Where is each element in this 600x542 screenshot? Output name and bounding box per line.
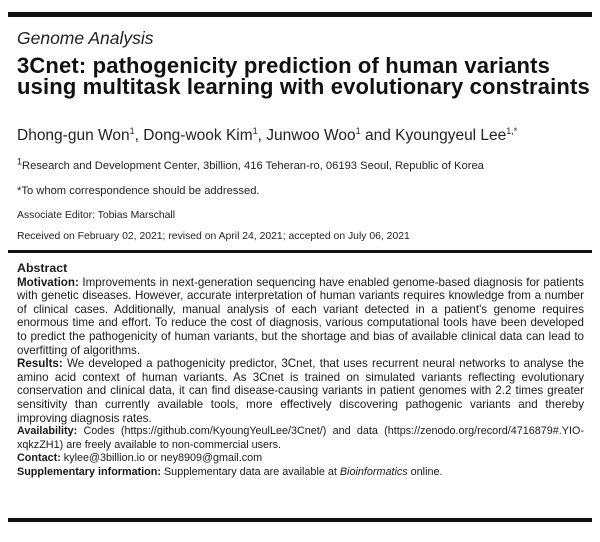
author-list: Dhong-gun Won1, Dong-wook Kim1, Junwoo W… xyxy=(17,125,518,145)
abstract-top-rule xyxy=(8,250,592,253)
author-affiliation-mark: 1 xyxy=(129,125,135,136)
correspondence-note: *To whom correspondence should be addres… xyxy=(17,185,260,197)
received-dates: Received on February 02, 2021; revised o… xyxy=(17,231,410,242)
results-text: We developed a pathogenicity predictor, … xyxy=(17,357,584,425)
availability-label: Availability: xyxy=(17,425,78,438)
author-affiliation-mark: 1,* xyxy=(506,125,518,136)
author-name: Kyoungyeul Lee xyxy=(395,127,507,144)
author-affiliation-mark: 1 xyxy=(252,125,258,136)
abstract-motivation: Motivation: Improvements in next-generat… xyxy=(17,276,584,358)
associate-editor: Associate Editor: Tobias Marschall xyxy=(17,210,176,221)
top-rule xyxy=(8,12,592,17)
motivation-label: Motivation: xyxy=(17,275,79,289)
supplementary-journal: Bioinformatics xyxy=(339,465,408,478)
contact-text: kylee@3billion.io or ney8909@gmail.com xyxy=(63,452,263,465)
bottom-rule xyxy=(8,518,592,522)
abstract-results: Results: We developed a pathogenicity pr… xyxy=(17,357,584,425)
contact-label: Contact: xyxy=(17,452,61,465)
abstract-availability: Availability: Codes (https://github.com/… xyxy=(17,425,584,452)
affiliation-mark: 1 xyxy=(17,156,23,167)
author-name: Junwoo Woo xyxy=(266,127,356,144)
author-separator: , xyxy=(134,127,144,144)
results-label: Results: xyxy=(17,357,63,371)
supplementary-label: Supplementary information: xyxy=(17,465,161,478)
author-name: Dong-wook Kim xyxy=(143,127,253,144)
abstract-supplementary: Supplementary information: Supplementary… xyxy=(17,466,584,480)
abstract: Abstract Motivation: Improvements in nex… xyxy=(17,261,584,480)
author-name: Dhong-gun Won xyxy=(17,127,130,144)
abstract-contact: Contact: kylee@3billion.io or ney8909@gm… xyxy=(17,452,584,466)
author-conjunction: and xyxy=(360,127,396,144)
paper-title: 3Cnet: pathogenicity prediction of human… xyxy=(17,53,590,99)
author-separator: , xyxy=(257,127,267,144)
supplementary-prefix: Supplementary data are available at xyxy=(163,465,340,478)
author-affiliation-mark: 1 xyxy=(355,125,361,136)
affiliation: 1Research and Development Center, 3billi… xyxy=(17,157,484,172)
supplementary-suffix: online. xyxy=(407,465,443,478)
abstract-heading: Abstract xyxy=(17,261,68,275)
section-label: Genome Analysis xyxy=(17,28,154,48)
availability-text: Codes (https://github.com/KyoungYeulLee/… xyxy=(17,425,585,451)
motivation-text: Improvements in next-generation sequenci… xyxy=(17,275,584,357)
affiliation-text: Research and Development Center, 3billio… xyxy=(22,160,484,172)
